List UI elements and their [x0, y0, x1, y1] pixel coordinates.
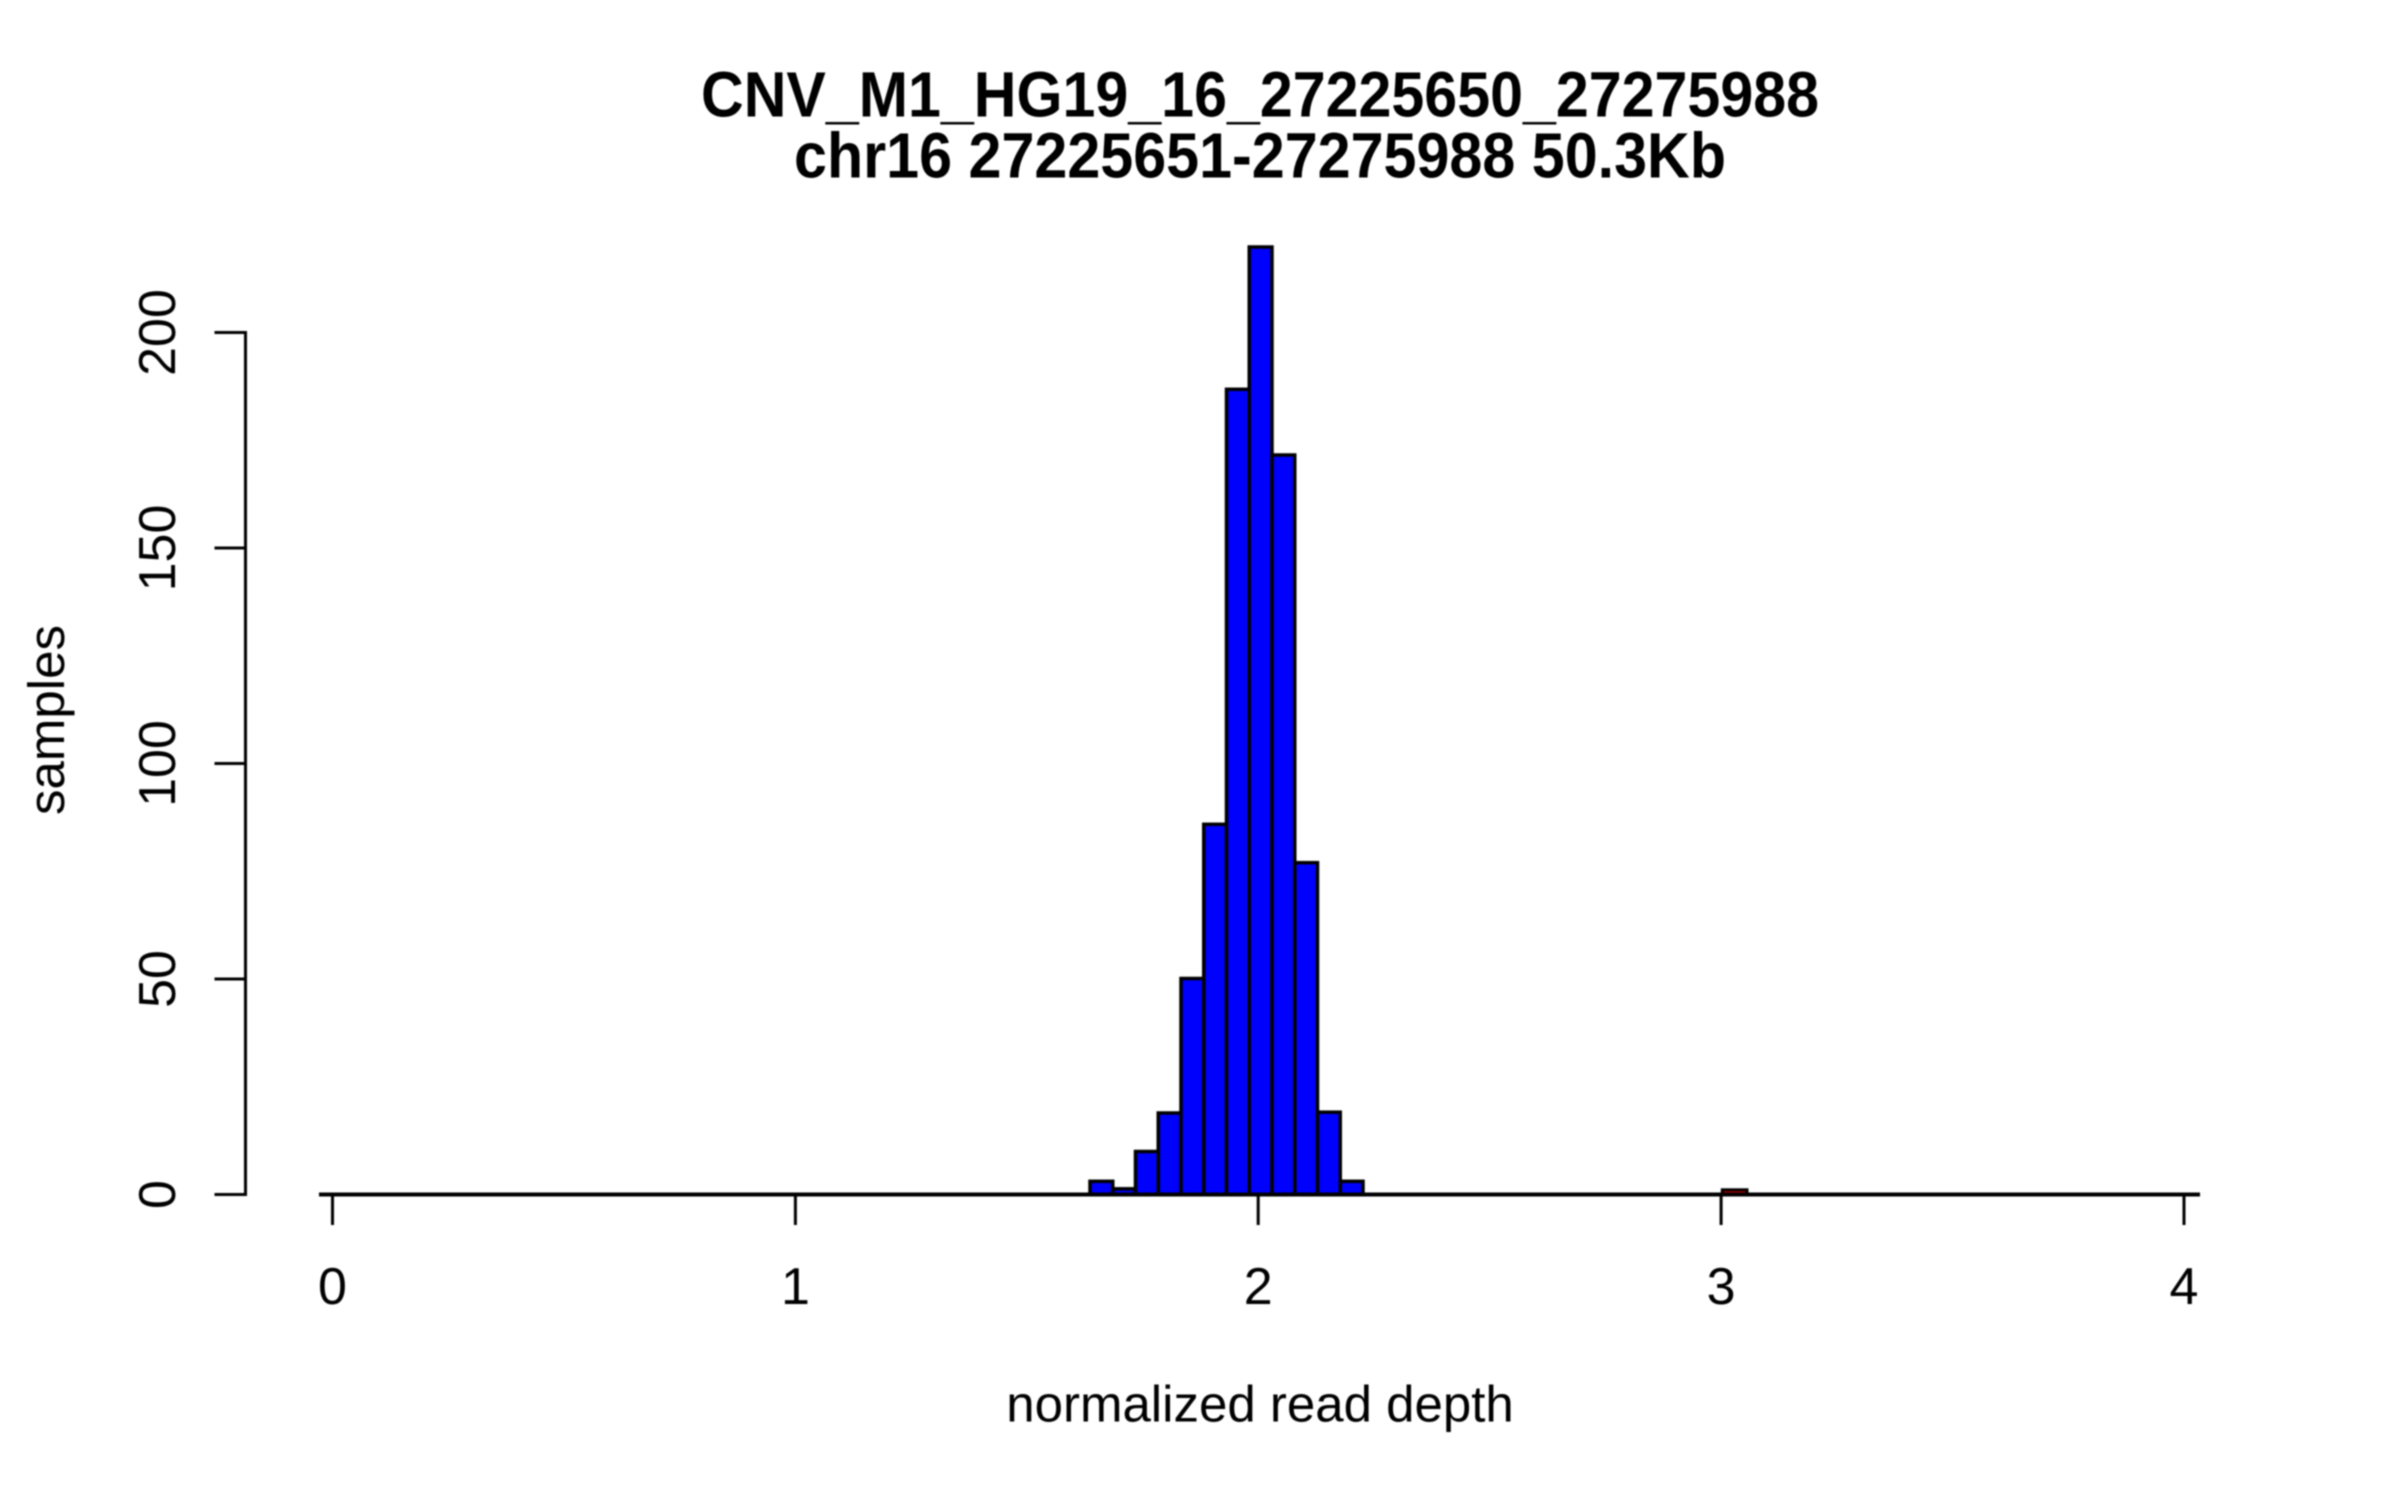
svg-text:0: 0	[129, 1180, 187, 1209]
svg-text:CNV_M1_HG19_16_27225650_272759: CNV_M1_HG19_16_27225650_27275988	[701, 59, 1819, 131]
svg-text:samples: samples	[18, 625, 75, 815]
svg-text:50: 50	[129, 950, 187, 1008]
svg-text:2: 2	[1244, 1258, 1273, 1316]
svg-text:150: 150	[129, 505, 187, 592]
svg-text:0: 0	[318, 1258, 347, 1316]
svg-text:3: 3	[1707, 1258, 1736, 1316]
svg-text:4: 4	[2170, 1258, 2199, 1316]
svg-text:200: 200	[129, 289, 187, 376]
svg-text:100: 100	[129, 720, 187, 807]
svg-text:chr16 27225651-27275988 50.3Kb: chr16 27225651-27275988 50.3Kb	[794, 120, 1726, 192]
svg-text:1: 1	[781, 1258, 810, 1316]
svg-text:normalized read depth: normalized read depth	[1006, 1376, 1514, 1433]
